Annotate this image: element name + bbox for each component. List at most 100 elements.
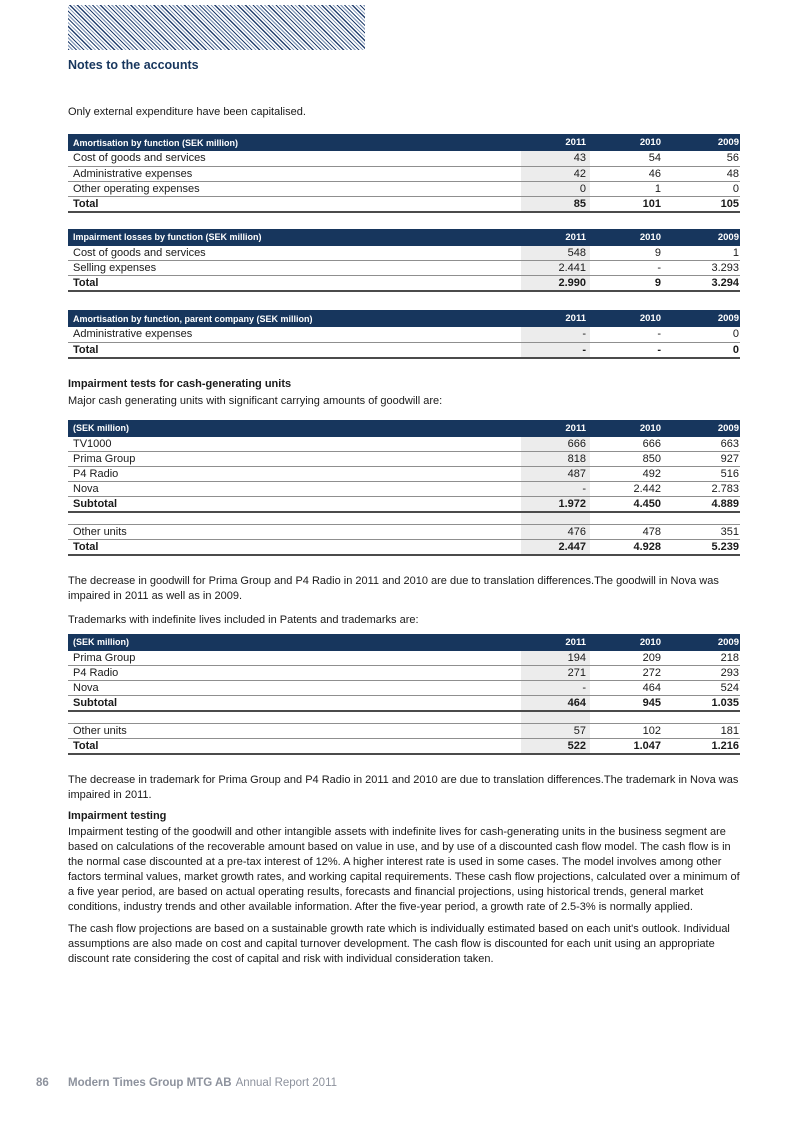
value-cell: 666 xyxy=(521,436,590,452)
row-label: Total xyxy=(68,737,521,755)
value-cell: 516 xyxy=(665,466,740,482)
value-cell: 927 xyxy=(665,451,740,467)
impairment-losses-by-function-table: Impairment losses by function (SEK milli… xyxy=(68,228,740,293)
value-cell: 56 xyxy=(665,151,740,167)
table-title: Amortisation by function, parent company… xyxy=(68,310,521,327)
value-cell: 2.441 xyxy=(521,260,590,276)
table-row: Nova -464 524 xyxy=(68,680,740,696)
footer-company: Modern Times Group MTG AB xyxy=(68,1077,232,1089)
table-row: Subtotal 464 945 1.035 xyxy=(68,695,740,712)
value-cell: 3.294 xyxy=(665,275,740,292)
value-cell: 524 xyxy=(665,680,740,696)
row-label: Subtotal xyxy=(68,496,521,513)
value-cell: 46 xyxy=(590,166,665,182)
table-row: P4 Radio 271 272 293 xyxy=(68,665,740,681)
impairment-testing-paragraph-2: The cash flow projections are based on a… xyxy=(68,922,730,965)
value-cell: 9 xyxy=(590,245,665,261)
value-cell: 487 xyxy=(521,466,590,482)
impairment-testing-paragraph-1: Impairment testing of the goodwill and o… xyxy=(68,825,740,913)
value-cell: - xyxy=(590,260,665,276)
table-row: Cost of goods and services 548 9 1 xyxy=(68,245,740,261)
row-label: Selling expenses xyxy=(68,260,521,276)
value-cell: 945 xyxy=(590,695,665,712)
value-cell: 1.047 xyxy=(590,737,665,755)
trademark-note: The decrease in trademark for Prima Grou… xyxy=(68,773,739,801)
page-number: 86 xyxy=(36,1077,49,1089)
row-label: Subtotal xyxy=(68,695,521,712)
goodwill-by-unit-table: (SEK million) 2011 2010 2009 TV1000 666 666 663… xyxy=(68,419,740,556)
value-cell: 2.447 xyxy=(521,538,590,556)
value-cell: - xyxy=(521,327,590,343)
value-cell: 1.216 xyxy=(665,737,740,755)
row-label: Total xyxy=(68,195,521,213)
value-cell: 85 xyxy=(521,195,590,213)
financial-table: Amortisation by function, parent company… xyxy=(68,310,740,359)
decorative-stripes-banner xyxy=(68,5,365,50)
row-label: Administrative expenses xyxy=(68,327,521,343)
row-label: Total xyxy=(68,341,521,359)
table-title: Impairment losses by function (SEK milli… xyxy=(68,228,521,246)
value-cell: - xyxy=(590,341,665,359)
value-cell xyxy=(665,512,740,525)
value-cell: 218 xyxy=(665,650,740,666)
year-column-header: 2010 xyxy=(590,310,665,327)
value-cell: 1.035 xyxy=(665,695,740,712)
value-cell: 57 xyxy=(521,723,590,739)
value-cell: 3.293 xyxy=(665,260,740,276)
value-cell: 54 xyxy=(590,151,665,167)
table-row: Total - -0 xyxy=(68,341,740,359)
row-label: Total xyxy=(68,538,521,556)
value-cell: 43 xyxy=(521,151,590,167)
table-row: Other units 476 478 351 xyxy=(68,524,740,540)
table-header-row: Amortisation by function, parent company… xyxy=(68,310,740,327)
year-column-header: 2009 xyxy=(665,134,740,151)
impairment-tests-intro: Major cash generating units with signifi… xyxy=(68,394,443,407)
row-label: Administrative expenses xyxy=(68,166,521,182)
table-row: Other operating expenses 0 1 0 xyxy=(68,181,740,197)
table-row: Total 2.990 9 3.294 xyxy=(68,275,740,292)
value-cell: 351 xyxy=(665,524,740,540)
table-row: Other units 57 102 181 xyxy=(68,723,740,739)
row-label xyxy=(68,512,521,525)
value-cell: 0 xyxy=(665,327,740,343)
table-title: Amortisation by function (SEK million) xyxy=(68,134,521,151)
value-cell: 2.783 xyxy=(665,481,740,497)
year-column-header: 2010 xyxy=(590,633,665,651)
value-cell: 272 xyxy=(590,665,665,681)
value-cell: 663 xyxy=(665,436,740,452)
value-cell: 464 xyxy=(521,695,590,712)
table-header-row: Amortisation by function (SEK million) 20… xyxy=(68,134,740,151)
value-cell xyxy=(590,512,665,525)
spacer-row xyxy=(68,512,740,525)
value-cell: 492 xyxy=(590,466,665,482)
row-label: Prima Group xyxy=(68,451,521,467)
year-column-header: 2010 xyxy=(590,228,665,246)
year-column-header: 2010 xyxy=(590,419,665,437)
table-row: Subtotal 1.972 4.450 4.889 xyxy=(68,496,740,513)
value-cell: 2.442 xyxy=(590,481,665,497)
trademarks-intro: Trademarks with indefinite lives include… xyxy=(68,613,419,626)
table-row: Total 2.447 4.928 5.239 xyxy=(68,538,740,556)
row-label: Nova xyxy=(68,481,521,497)
value-cell: 209 xyxy=(590,650,665,666)
value-cell: - xyxy=(521,680,590,696)
value-cell: 1 xyxy=(665,245,740,261)
value-cell: 42 xyxy=(521,166,590,182)
table-header-row: (SEK million) 2011 2010 2009 xyxy=(68,419,740,437)
value-cell: 4.889 xyxy=(665,496,740,513)
row-label: TV1000 xyxy=(68,436,521,452)
table-title: (SEK million) xyxy=(68,633,521,651)
value-cell: 0 xyxy=(665,341,740,359)
value-cell: 5.239 xyxy=(665,538,740,556)
value-cell: 102 xyxy=(590,723,665,739)
year-column-header: 2009 xyxy=(665,228,740,246)
table-row: Total 522 1.047 1.216 xyxy=(68,737,740,755)
value-cell: 293 xyxy=(665,665,740,681)
financial-table: Amortisation by function (SEK million) 20… xyxy=(68,134,740,213)
page-content: Notes to the accounts Only external expe… xyxy=(68,0,740,967)
value-cell: 101 xyxy=(590,195,665,213)
table-header-row: (SEK million) 2011 2010 2009 xyxy=(68,633,740,651)
value-cell xyxy=(521,711,590,724)
row-label: Other operating expenses xyxy=(68,181,521,197)
